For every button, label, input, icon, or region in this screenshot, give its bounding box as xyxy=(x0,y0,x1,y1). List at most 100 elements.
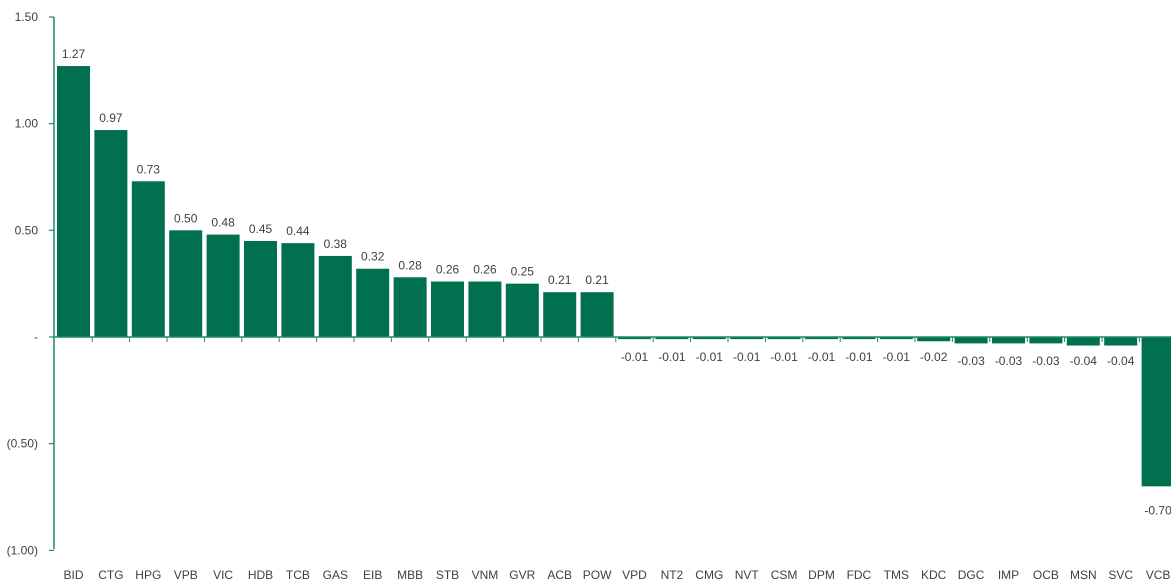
category-label: CTG xyxy=(98,568,123,582)
y-tick-label: (0.50) xyxy=(7,437,38,451)
bar-acb xyxy=(543,292,577,337)
data-label: 0.21 xyxy=(585,273,609,287)
category-label: GVR xyxy=(509,568,535,582)
data-labels: 1.27 0.97 0.73 0.50 0.48 0.45 0.44 0.38 0.32 0.28… xyxy=(62,47,1171,517)
category-label: CMG xyxy=(695,568,723,582)
data-label: 0.32 xyxy=(361,250,385,264)
data-label: -0.01 xyxy=(770,350,798,364)
category-label: KDC xyxy=(921,568,947,582)
bar-nt2 xyxy=(655,337,689,340)
bar-tms xyxy=(879,337,913,340)
y-tick-label: (1.00) xyxy=(7,543,38,557)
bar-bid xyxy=(57,66,90,338)
bar-fdc xyxy=(842,337,876,340)
data-label: -0.04 xyxy=(1070,354,1098,368)
category-label: MSN xyxy=(1070,568,1097,582)
category-label: HPG xyxy=(135,568,161,582)
data-label: -0.01 xyxy=(845,350,873,364)
bar-imp xyxy=(992,337,1025,344)
data-label: 0.26 xyxy=(436,263,460,277)
data-label: 0.38 xyxy=(324,237,348,251)
category-label: TCB xyxy=(286,568,310,582)
category-label: DGC xyxy=(958,568,985,582)
data-label: -0.01 xyxy=(808,350,836,364)
category-label: VPB xyxy=(174,568,198,582)
data-label: 0.25 xyxy=(511,265,535,279)
bar-stb xyxy=(431,281,464,337)
y-tick-label: - xyxy=(34,330,38,344)
data-label: 0.73 xyxy=(137,162,161,176)
data-label: -0.01 xyxy=(733,350,761,364)
bar-msn xyxy=(1066,337,1100,346)
data-label: 0.97 xyxy=(99,111,123,125)
data-label: -0.01 xyxy=(696,350,724,364)
data-label: -0.01 xyxy=(658,350,686,364)
bar-cmg xyxy=(692,337,726,340)
category-label: VPD xyxy=(622,568,647,582)
data-label: -0.01 xyxy=(883,350,911,364)
bar-vpb xyxy=(169,230,203,337)
y-axis: 1.50 1.00 0.50 - (0.50) (1.00) xyxy=(7,10,55,557)
bar-vcb xyxy=(1141,337,1171,487)
category-label: DPM xyxy=(808,568,835,582)
category-label: POW xyxy=(583,568,612,582)
category-label: IMP xyxy=(998,568,1019,582)
x-axis: BID CTG HPG VPB VIC HDB TCB GAS EIB MBB STB VNM GVR A… xyxy=(54,336,1171,582)
data-label: -0.03 xyxy=(1032,354,1060,368)
category-label: OCB xyxy=(1033,568,1059,582)
data-label: -0.04 xyxy=(1107,354,1135,368)
data-label: 0.48 xyxy=(211,216,235,230)
bar-vnm xyxy=(468,281,502,337)
category-label: MBB xyxy=(397,568,423,582)
bar-eib xyxy=(356,268,390,337)
category-label: SVC xyxy=(1108,568,1133,582)
bar-ocb xyxy=(1029,337,1063,344)
bar-vpd xyxy=(618,337,651,340)
data-label: 1.27 xyxy=(62,47,86,61)
bar-nvt xyxy=(730,337,764,340)
data-label: 0.28 xyxy=(398,258,422,272)
bar-dgc xyxy=(954,337,988,344)
category-label: FDC xyxy=(847,568,872,582)
bar-gas xyxy=(318,255,352,337)
bar-dpm xyxy=(805,337,838,340)
category-label: VNM xyxy=(472,568,499,582)
data-label: 0.50 xyxy=(174,211,198,225)
data-label: -0.03 xyxy=(995,354,1023,368)
category-label: GAS xyxy=(323,568,348,582)
bars xyxy=(57,66,1171,487)
bar-kdc xyxy=(917,337,951,342)
bar-ctg xyxy=(94,130,128,337)
category-label: STB xyxy=(436,568,459,582)
data-label: 0.45 xyxy=(249,222,273,236)
bar-gvr xyxy=(505,283,539,337)
data-label: 0.44 xyxy=(286,224,310,238)
data-label: -0.01 xyxy=(621,350,649,364)
bar-csm xyxy=(767,337,801,340)
y-tick-label: 0.50 xyxy=(15,223,39,237)
bar-mbb xyxy=(393,277,427,337)
data-label: -0.02 xyxy=(920,350,948,364)
category-label: CSM xyxy=(771,568,798,582)
bar-pow xyxy=(580,292,614,337)
data-label: -0.03 xyxy=(957,354,985,368)
category-label: NT2 xyxy=(661,568,684,582)
bar-vic xyxy=(206,234,240,337)
category-label: BID xyxy=(63,568,83,582)
category-label: EIB xyxy=(363,568,382,582)
category-label: NVT xyxy=(735,568,760,582)
bar-hdb xyxy=(244,241,277,337)
bar-svc xyxy=(1104,337,1138,346)
data-label: -0.70 xyxy=(1144,503,1171,517)
category-label: ACB xyxy=(547,568,572,582)
category-label: VCB xyxy=(1146,568,1171,582)
category-label: TMS xyxy=(884,568,909,582)
data-label: 0.21 xyxy=(548,273,572,287)
category-label: HDB xyxy=(248,568,273,582)
y-tick-label: 1.00 xyxy=(15,117,39,131)
bar-tcb xyxy=(281,243,315,337)
category-label: VIC xyxy=(213,568,233,582)
y-tick-label: 1.50 xyxy=(15,10,39,24)
bar-hpg xyxy=(131,181,165,337)
